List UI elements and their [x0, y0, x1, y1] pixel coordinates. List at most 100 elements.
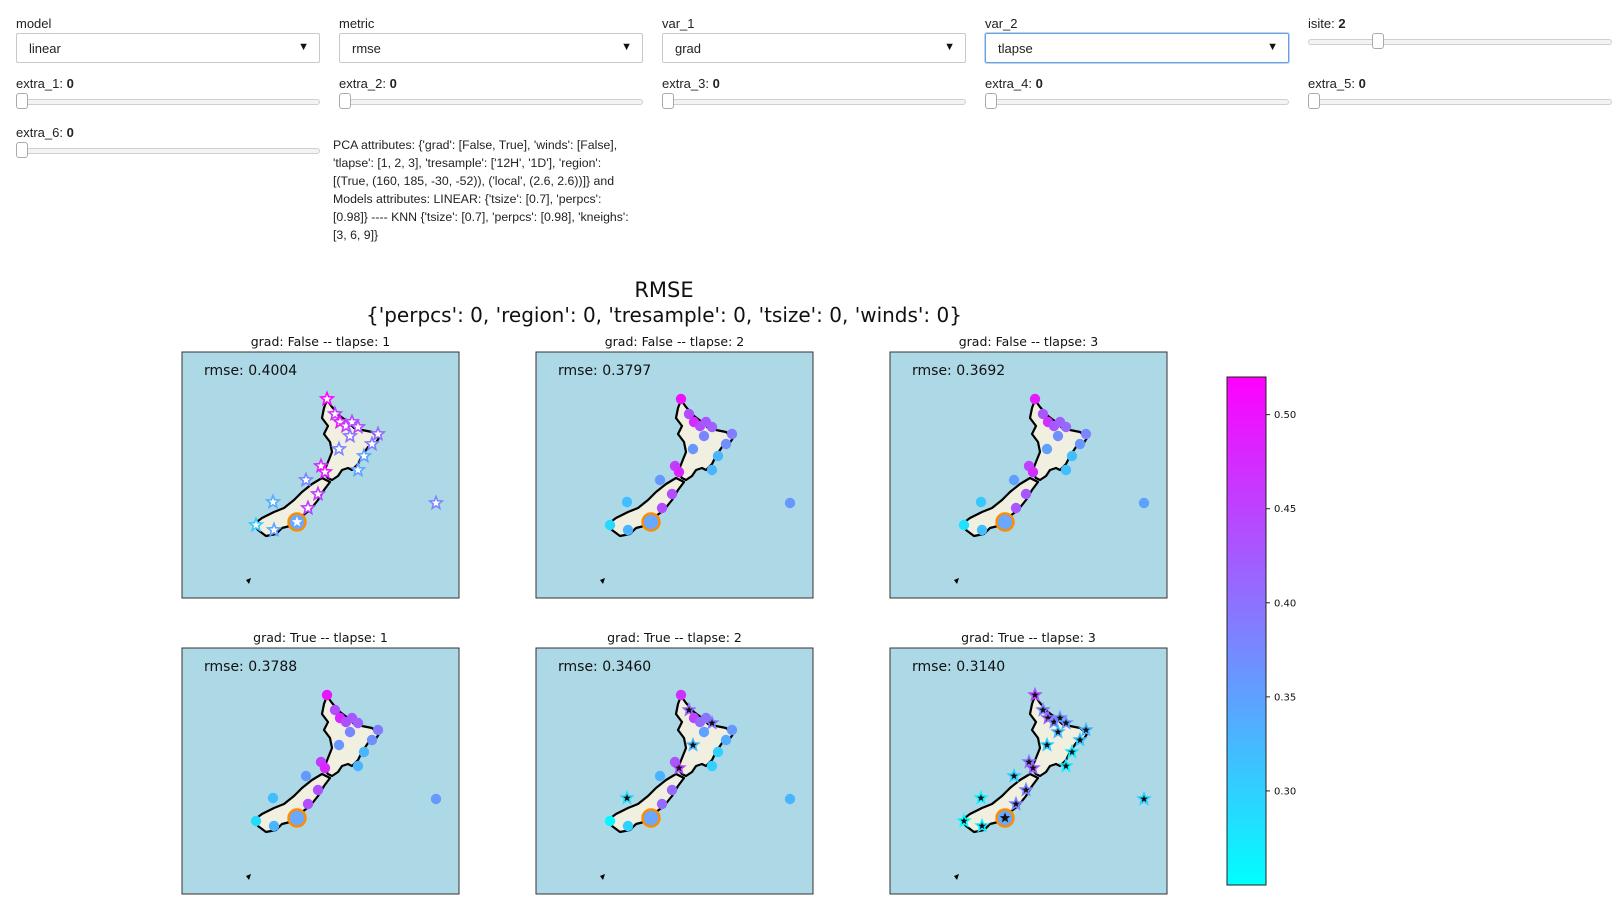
var2-select[interactable]: tlapse ▼: [985, 33, 1289, 63]
metric-value: rmse: [352, 41, 381, 56]
station-marker: [604, 519, 616, 531]
station-marker: [673, 466, 685, 478]
var1-label: var_1: [662, 16, 695, 31]
attributes-info-text: PCA attributes: {'grad': [False, True], …: [333, 138, 629, 242]
station-marker: [706, 464, 718, 476]
extra6-slider-thumb[interactable]: [16, 142, 28, 158]
extra4-value: 0: [1035, 76, 1043, 91]
map-panel: grad: False -- tlapse: 3 rmse: 0.3692: [889, 334, 1168, 599]
extra1-slider[interactable]: [16, 92, 320, 114]
station-marker: [319, 762, 331, 774]
model-label: model: [16, 16, 52, 31]
station-marker: [312, 457, 330, 474]
extra2-slider-thumb[interactable]: [339, 93, 351, 109]
panel-title: grad: True -- tlapse: 3: [961, 630, 1096, 645]
stewart-island-shape: [600, 578, 605, 584]
extra2-label-text: extra_2:: [339, 76, 386, 91]
station-marker: [976, 524, 988, 536]
selected-site-marker: [995, 512, 1015, 532]
station-marker: [316, 463, 334, 480]
panel-title: grad: False -- tlapse: 3: [959, 334, 1099, 349]
station-marker: [1072, 731, 1088, 747]
extra5-slider-thumb[interactable]: [1308, 93, 1320, 109]
extra4-slider-track[interactable]: [985, 99, 1289, 105]
map-panel: grad: True -- tlapse: 2 rmse: 0.3460: [535, 630, 814, 895]
extra3-slider-track[interactable]: [662, 99, 966, 105]
panel-ocean: [889, 647, 1168, 895]
station-marker: [309, 485, 327, 502]
metric-select[interactable]: rmse ▼: [339, 33, 643, 63]
station-marker: [666, 784, 678, 796]
extra6-slider-track[interactable]: [16, 148, 320, 154]
selected-site-marker: [641, 512, 661, 532]
station-marker: [1066, 450, 1078, 462]
extra3-slider-thumb[interactable]: [662, 93, 674, 109]
station-marker: [268, 820, 280, 832]
var1-select[interactable]: grad ▼: [662, 33, 966, 63]
south-island-shape: [960, 476, 1040, 538]
station-marker: [355, 447, 373, 464]
extra2-slider[interactable]: [339, 92, 643, 114]
selected-site-marker: [287, 808, 307, 828]
panel-ocean: [889, 351, 1168, 599]
station-marker: [973, 789, 989, 805]
station-marker: [267, 792, 279, 804]
colorbar-tick-label: 0.50: [1274, 410, 1296, 421]
panel-title: grad: True -- tlapse: 2: [607, 630, 742, 645]
extra1-slider-track[interactable]: [16, 99, 320, 105]
station-marker: [956, 812, 972, 828]
station-marker: [726, 428, 738, 440]
isite-slider-thumb[interactable]: [1372, 33, 1384, 49]
station-marker: [712, 746, 724, 758]
station-marker: [1074, 438, 1086, 450]
station-marker: [1006, 767, 1022, 783]
station-marker: [683, 408, 695, 420]
station-marker: [974, 817, 990, 833]
station-marker: [326, 405, 344, 422]
station-marker: [698, 430, 710, 442]
panel-title: grad: False -- tlapse: 1: [251, 334, 391, 349]
extra2-slider-track[interactable]: [339, 99, 643, 105]
station-marker: [349, 461, 367, 478]
extra1-slider-thumb[interactable]: [16, 93, 28, 109]
rmse-label: rmse: 0.3692: [912, 363, 1005, 379]
station-marker: [247, 516, 265, 533]
station-marker: [352, 717, 364, 729]
station-marker: [784, 793, 796, 805]
var1-value: grad: [675, 41, 702, 56]
var2-label: var_2: [985, 16, 1018, 31]
extra6-slider[interactable]: [16, 141, 320, 163]
panel-title: grad: True -- tlapse: 1: [253, 630, 388, 645]
station-marker: [1058, 714, 1074, 730]
station-marker: [369, 425, 387, 442]
colorbar-gradient: [1226, 376, 1267, 886]
extra4-slider[interactable]: [985, 92, 1289, 114]
extra1-value: 0: [66, 76, 74, 91]
isite-slider-track[interactable]: [1308, 39, 1612, 45]
south-island-shape: [606, 476, 686, 538]
station-marker: [1080, 428, 1092, 440]
station-marker: [300, 770, 312, 782]
station-marker: [720, 734, 732, 746]
station-marker: [654, 770, 666, 782]
station-marker: [349, 418, 367, 435]
colorbar-tick-label: 0.40: [1274, 598, 1296, 609]
station-marker: [312, 784, 324, 796]
station-marker: [675, 393, 687, 405]
extra4-slider-thumb[interactable]: [985, 93, 997, 109]
extra5-slider[interactable]: [1308, 92, 1612, 114]
map-panel: grad: False -- tlapse: 1 rmse: 0.4004: [181, 334, 460, 599]
isite-label-text: isite:: [1308, 16, 1335, 31]
model-select[interactable]: linear ▼: [16, 33, 320, 63]
extra5-slider-track[interactable]: [1308, 99, 1612, 105]
station-marker: [250, 815, 262, 827]
station-marker: [1035, 701, 1051, 717]
extra3-label-text: extra_3:: [662, 76, 709, 91]
isite-slider[interactable]: [1308, 32, 1612, 54]
stewart-island-shape: [246, 578, 251, 584]
station-marker: [671, 759, 687, 775]
var2-value: tlapse: [998, 41, 1033, 56]
station-marker: [1037, 408, 1049, 420]
colorbar: 0.30 0.35 0.40 0.45 0.50: [1226, 376, 1296, 886]
extra3-slider[interactable]: [662, 92, 966, 114]
